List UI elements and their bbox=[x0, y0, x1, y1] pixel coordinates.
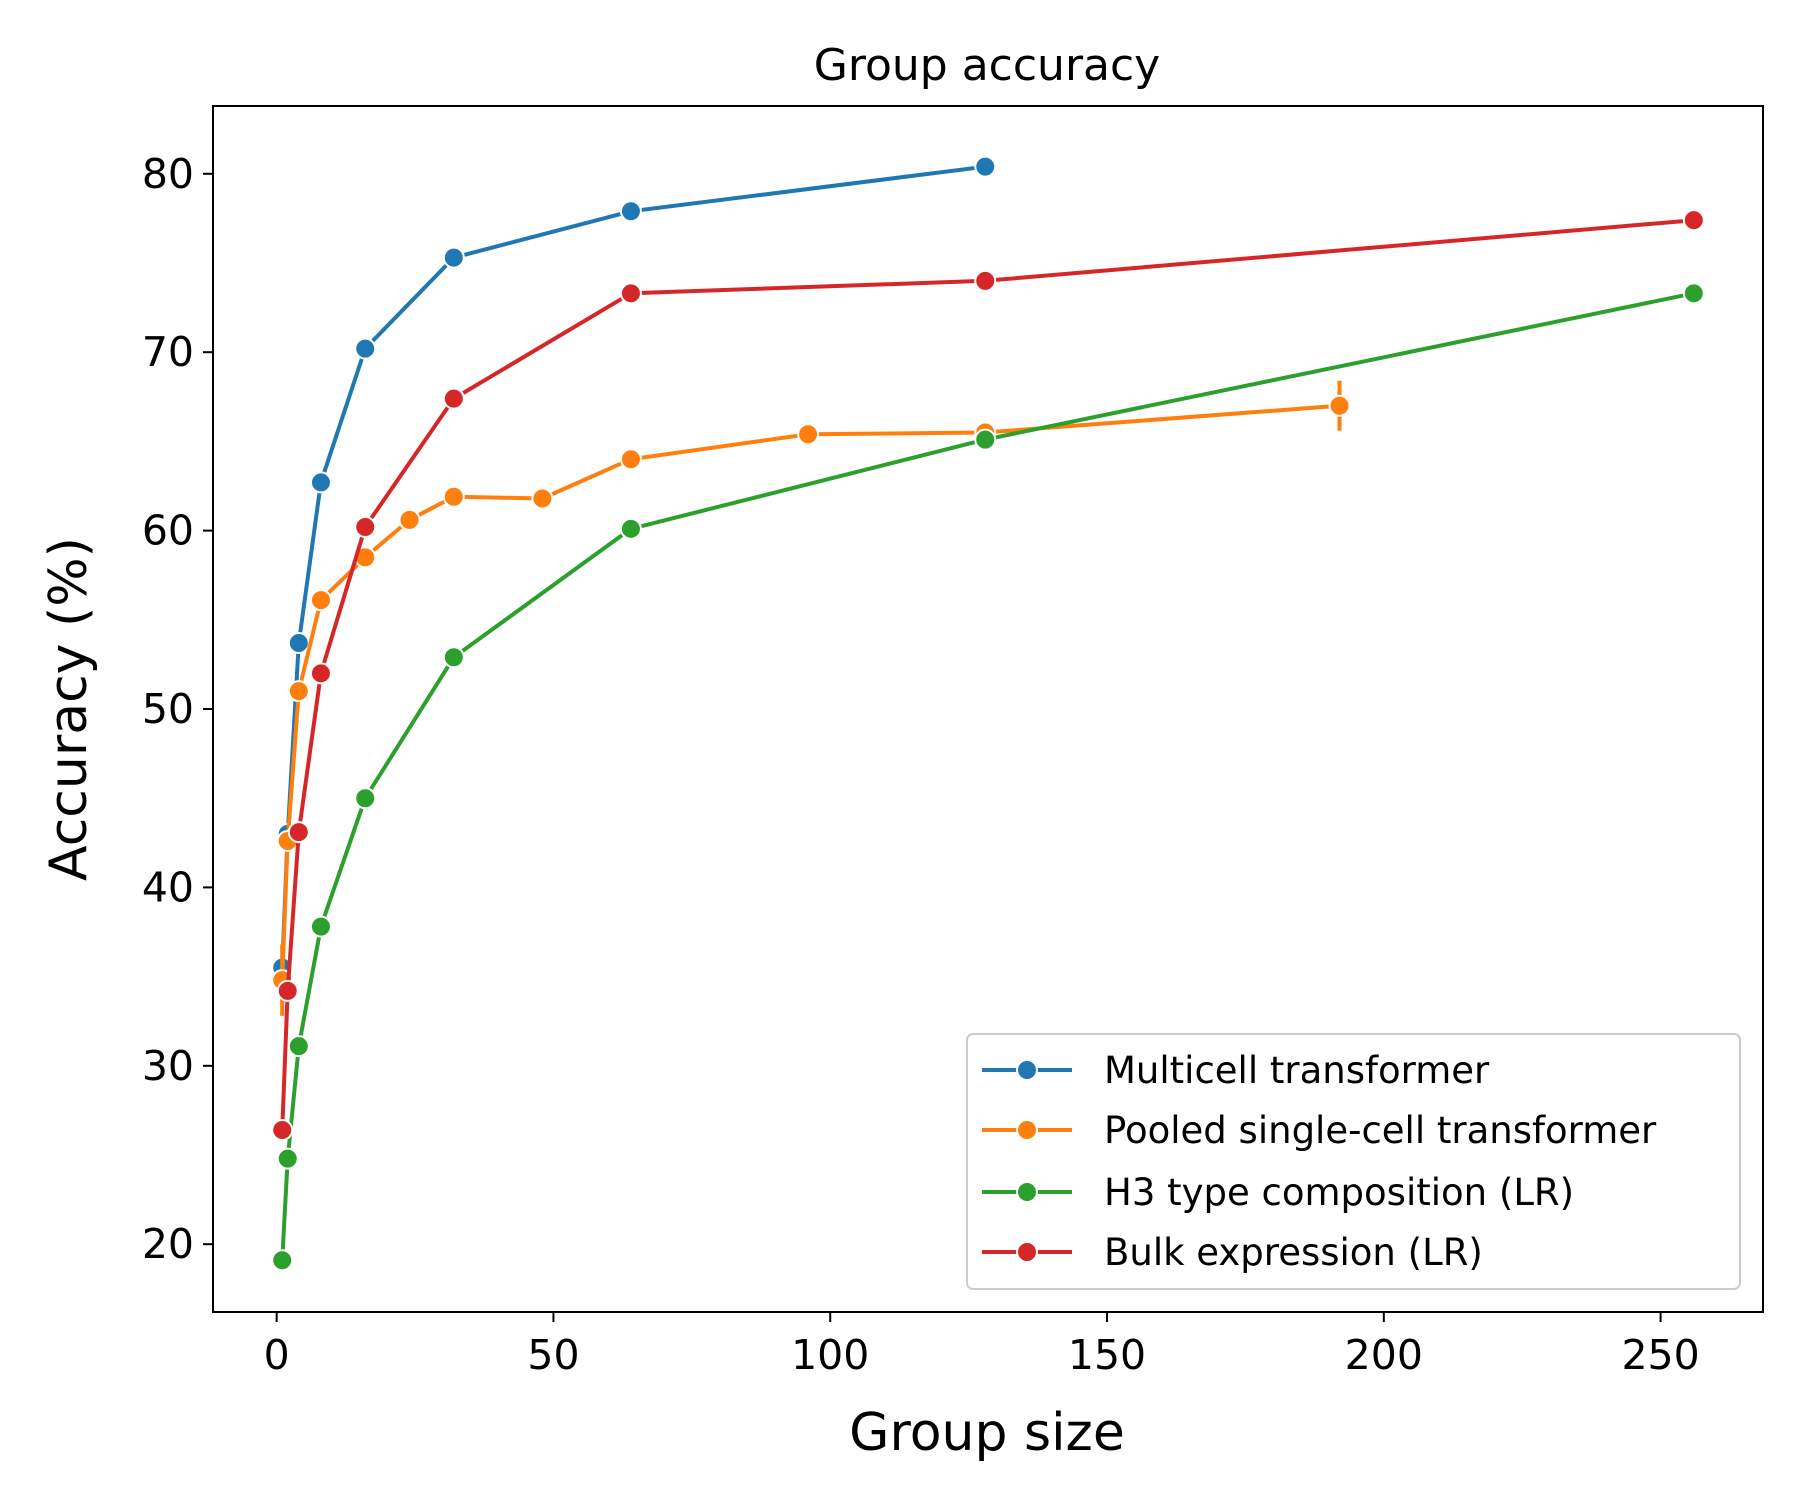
data-point bbox=[619, 200, 642, 223]
legend-marker bbox=[1016, 1059, 1038, 1081]
y-tick-label: 30 bbox=[142, 1042, 194, 1090]
data-point bbox=[619, 517, 642, 540]
data-point bbox=[309, 915, 332, 938]
series-4 bbox=[271, 209, 1705, 1142]
data-point bbox=[287, 680, 310, 703]
data-point bbox=[276, 979, 299, 1002]
series-3 bbox=[271, 282, 1705, 1272]
data-point bbox=[354, 787, 377, 810]
data-point bbox=[398, 508, 421, 531]
y-axis: 20 30 40 50 60 70 80 bbox=[142, 150, 213, 1268]
data-point bbox=[309, 662, 332, 685]
series-line bbox=[280, 403, 1340, 981]
data-point bbox=[442, 387, 465, 410]
x-axis-label: Group size bbox=[849, 1403, 1125, 1463]
legend-entry: Multicell transformer bbox=[982, 1049, 1490, 1092]
data-point bbox=[619, 448, 642, 471]
data-point bbox=[797, 423, 820, 446]
data-point bbox=[1328, 394, 1351, 417]
legend-marker bbox=[1016, 1181, 1038, 1203]
legend-label: Bulk expression (LR) bbox=[1104, 1231, 1483, 1274]
y-tick-label: 60 bbox=[142, 507, 194, 555]
x-tick-label: 250 bbox=[1621, 1331, 1699, 1379]
y-axis-label: Accuracy (%) bbox=[39, 537, 99, 881]
data-point bbox=[619, 282, 642, 305]
data-point bbox=[276, 1147, 299, 1170]
data-point bbox=[1682, 209, 1705, 232]
legend-label: Pooled single-cell transformer bbox=[1104, 1109, 1657, 1152]
x-tick-label: 200 bbox=[1345, 1331, 1423, 1379]
data-point bbox=[531, 487, 554, 510]
data-point bbox=[309, 471, 332, 494]
legend-label: H3 type composition (LR) bbox=[1104, 1171, 1574, 1214]
chart-title: Group accuracy bbox=[814, 40, 1160, 91]
y-tick-label: 50 bbox=[142, 685, 194, 733]
data-point bbox=[442, 246, 465, 269]
data-point bbox=[287, 1035, 310, 1058]
y-tick-label: 40 bbox=[142, 863, 194, 911]
data-point bbox=[974, 428, 997, 451]
legend-label: Multicell transformer bbox=[1104, 1049, 1490, 1092]
x-tick-label: 150 bbox=[1068, 1331, 1146, 1379]
data-point bbox=[974, 155, 997, 178]
data-point bbox=[442, 485, 465, 508]
legend-entry: Pooled single-cell transformer bbox=[982, 1109, 1657, 1152]
series-layer bbox=[271, 155, 1705, 1272]
x-tick-label: 50 bbox=[527, 1331, 579, 1379]
data-point bbox=[442, 646, 465, 669]
data-point bbox=[287, 821, 310, 844]
legend-entry: H3 type composition (LR) bbox=[982, 1171, 1574, 1214]
data-point bbox=[271, 1119, 294, 1142]
y-tick-label: 70 bbox=[142, 328, 194, 376]
series-2 bbox=[271, 380, 1351, 1016]
legend-frame bbox=[966, 1033, 1741, 1290]
data-point bbox=[287, 631, 310, 654]
data-point bbox=[354, 337, 377, 360]
x-tick-label: 0 bbox=[264, 1331, 290, 1379]
data-point bbox=[974, 269, 997, 292]
legend: Multicell transformer Pooled single-cell … bbox=[966, 1033, 1741, 1290]
x-tick-label: 100 bbox=[791, 1331, 869, 1379]
y-tick-label: 20 bbox=[142, 1220, 194, 1268]
data-point bbox=[1682, 282, 1705, 305]
y-tick-label: 80 bbox=[142, 150, 194, 198]
legend-marker bbox=[1016, 1119, 1038, 1141]
data-point bbox=[309, 589, 332, 612]
data-point bbox=[354, 516, 377, 539]
x-axis: 0 50 100 150 200 250 bbox=[264, 1312, 1700, 1379]
legend-marker bbox=[1016, 1241, 1038, 1263]
data-point bbox=[271, 1249, 294, 1272]
legend-entry: Bulk expression (LR) bbox=[982, 1231, 1483, 1274]
